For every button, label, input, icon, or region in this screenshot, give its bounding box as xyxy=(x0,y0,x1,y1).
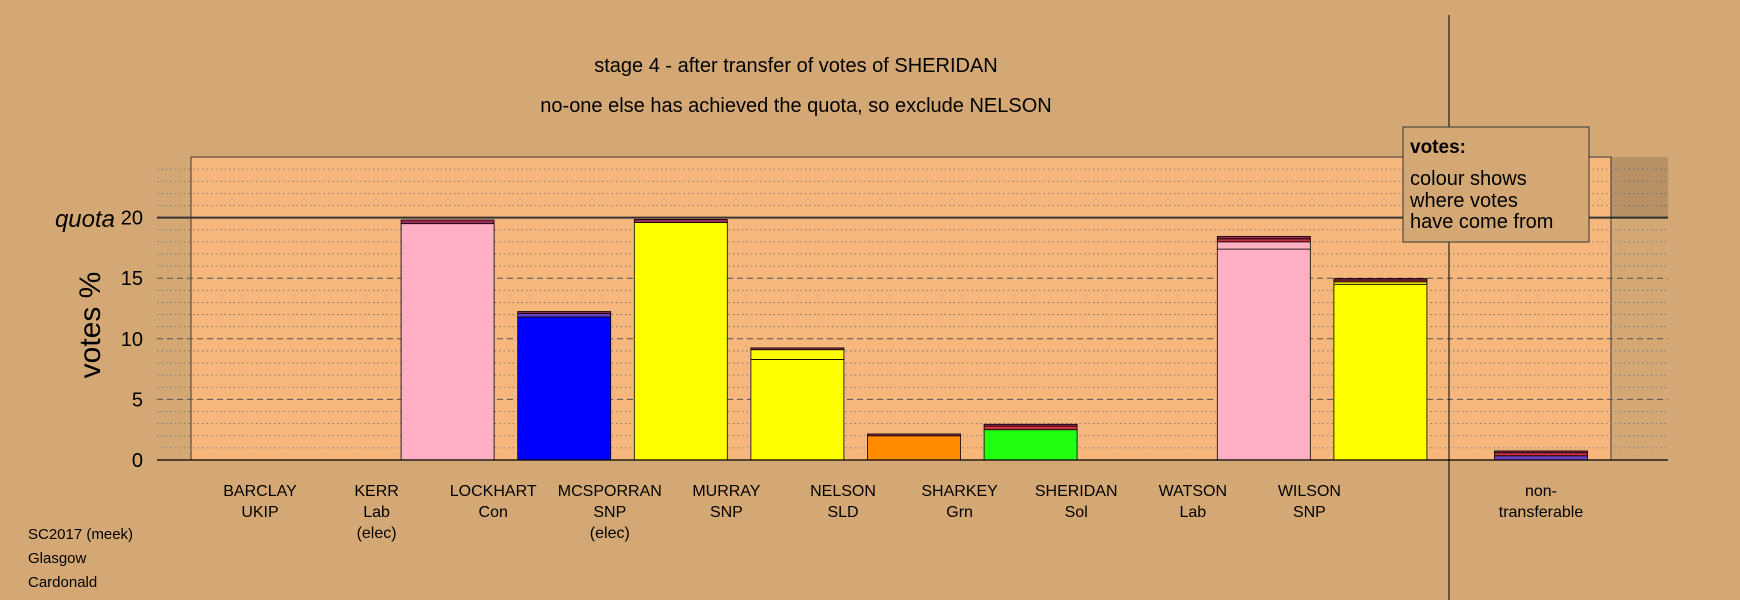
bar-segment xyxy=(1216,241,1311,250)
bars xyxy=(400,219,1588,461)
bar-segment xyxy=(1333,278,1428,281)
candidate-label: SNP xyxy=(710,504,743,521)
legend-box xyxy=(1402,126,1590,243)
candidate-label: SNP xyxy=(593,504,626,521)
legend-line-3: have come from xyxy=(1410,211,1553,233)
footer-line-2: Glasgow xyxy=(28,550,87,567)
candidate-label: BARCLAY xyxy=(223,483,297,500)
y-tick-label: 20 xyxy=(121,208,143,230)
nontransferable-label: non- xyxy=(1525,483,1557,500)
bar-segment xyxy=(633,219,728,223)
candidate-label: UKIP xyxy=(241,504,278,521)
bar-segment xyxy=(750,349,845,360)
bar-segment xyxy=(1494,450,1588,454)
candidate-label: SHARKEY xyxy=(921,483,998,500)
candidate-label: SHERIDAN xyxy=(1035,483,1118,500)
candidate-label: WATSON xyxy=(1159,483,1227,500)
nontransferable-label: transferable xyxy=(1499,504,1584,521)
candidate-label: SLD xyxy=(827,504,858,521)
chart-title: stage 4 - after transfer of votes of SHE… xyxy=(594,55,998,77)
legend-title: votes: xyxy=(1410,137,1466,158)
x-tick-labels: BARCLAY UKIP KERR Lab (elec) LOCKHART Con MCSPO… xyxy=(223,483,1583,542)
candidate-label: Sol xyxy=(1065,504,1088,521)
bar-segment xyxy=(1216,248,1311,461)
bar-segment xyxy=(1333,283,1428,461)
quota-label: quota xyxy=(55,206,115,233)
bar-segment xyxy=(400,219,495,225)
quota-shade xyxy=(1611,157,1668,218)
bar-segment xyxy=(1216,235,1311,240)
bar-segment xyxy=(517,311,612,314)
bar-segment xyxy=(867,433,961,437)
legend: votes: colour shows where votes have com… xyxy=(1402,126,1590,243)
bar-segment xyxy=(983,429,1078,461)
candidate-label: KERR xyxy=(354,483,398,500)
candidate-label: Con xyxy=(479,504,508,521)
candidate-label: WILSON xyxy=(1278,483,1341,500)
y-tick-label: 5 xyxy=(132,389,143,411)
candidate-label: MCSPORRAN xyxy=(558,483,662,500)
candidate-label: (elec) xyxy=(357,525,397,542)
candidate-label: NELSON xyxy=(810,483,876,500)
footer-line-3: Cardonald xyxy=(28,574,97,591)
y-tick-labels: 0 5 10 15 20 xyxy=(121,208,143,472)
y-axis-label: votes % xyxy=(74,272,107,379)
candidate-label: Grn xyxy=(946,504,973,521)
candidate-label: MURRAY xyxy=(692,483,760,500)
legend-line-2: where votes xyxy=(1409,190,1518,212)
bar-segment xyxy=(983,423,1078,427)
bar-segment xyxy=(517,312,612,318)
bar-segment xyxy=(983,425,1078,431)
bar-segment xyxy=(1494,452,1588,457)
bar-segment xyxy=(750,359,845,461)
legend-line-1: colour shows xyxy=(1410,168,1527,190)
bar-segment xyxy=(517,316,612,461)
bar-segment xyxy=(400,223,495,461)
bar-segment xyxy=(1494,455,1588,461)
candidate-label: LOCKHART xyxy=(450,483,537,500)
bar-segment xyxy=(750,347,845,351)
bar-segment xyxy=(867,435,961,461)
candidate-label: SNP xyxy=(1293,504,1326,521)
y-tick-label: 15 xyxy=(121,268,143,290)
candidate-label: Lab xyxy=(363,504,390,521)
bar-segment xyxy=(1216,238,1311,243)
chart-subtitle: no-one else has achieved the quota, so e… xyxy=(540,95,1051,117)
bar-segment xyxy=(633,222,728,461)
candidate-label: (elec) xyxy=(590,525,630,542)
footer-line-1: SC2017 (meek) xyxy=(28,526,133,543)
y-tick-label: 0 xyxy=(132,450,143,472)
candidate-label: Lab xyxy=(1179,504,1206,521)
y-tick-label: 10 xyxy=(121,329,143,351)
